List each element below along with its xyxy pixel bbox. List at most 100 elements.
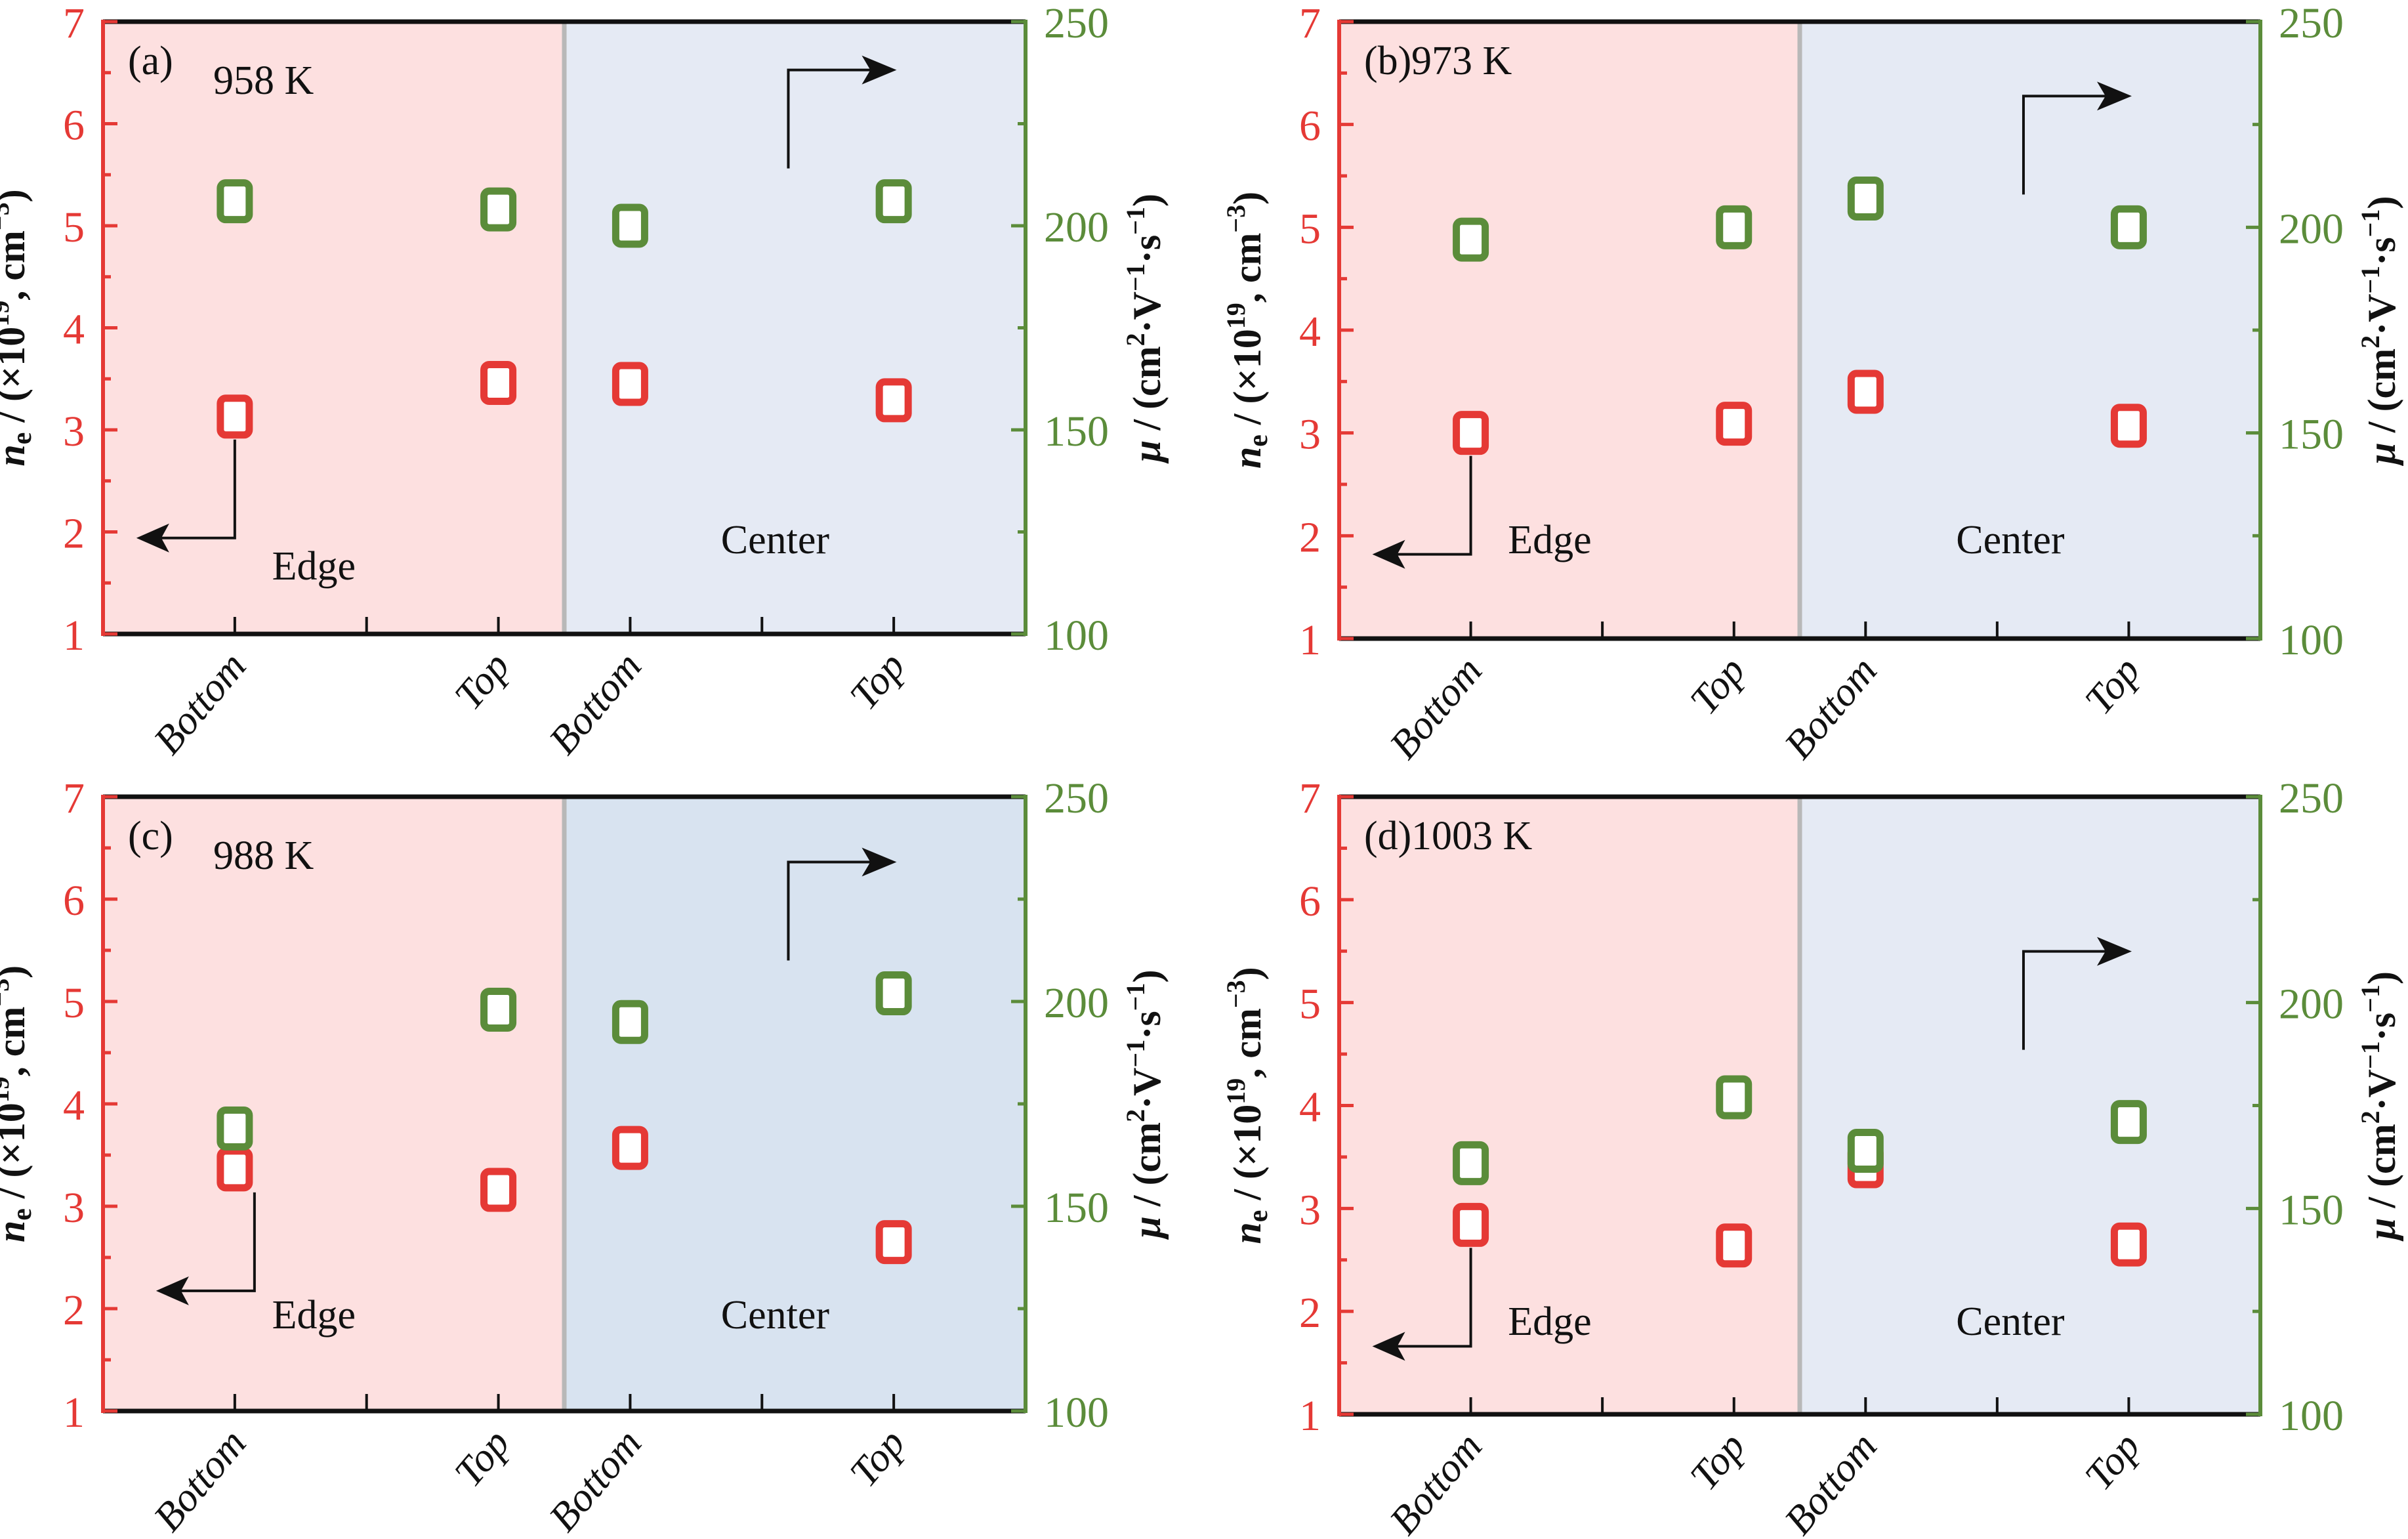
left-tick-label: 4 [1299,308,1321,356]
right-arrow-connector [787,860,874,961]
ne-marker [217,394,253,439]
mu-marker [1847,176,1884,221]
temperature-label: 973 K [1411,39,1512,83]
right-tick-label: 100 [2279,1392,2344,1440]
right-tick-label: 100 [1044,1389,1109,1437]
left-arrow-connector [1392,1248,1472,1348]
x-tick-label: Top [2077,1424,2149,1498]
right-tick-label: 150 [2279,411,2344,459]
panel-tag: (b) [1364,39,1411,83]
temperature-label: 988 K [213,833,314,878]
ne-marker [1847,369,1884,414]
panel-tag: (c) [128,814,173,858]
mu-marker [1453,1141,1489,1185]
mu-marker [1716,1075,1753,1120]
mu-marker [2110,205,2147,249]
x-tick-label: Bottom [1381,648,1491,767]
right-tick-label: 150 [1044,408,1109,455]
region-label-edge: Edge [1508,518,1591,562]
x-tick-label: Top [1682,1424,1754,1498]
x-tick-label: Bottom [541,1421,650,1539]
right-tick-label: 250 [2279,0,2344,47]
x-tick-label: Bottom [145,644,255,763]
left-arrow-icon [1372,539,1405,569]
right-tick-label: 250 [1044,0,1109,47]
left-tick-label: 5 [1299,205,1321,253]
right-axis-title: μ / (cm2·V−1·s−1) [1121,194,1169,464]
left-tick-label: 3 [63,408,85,455]
left-arrow-connector [156,439,236,539]
x-tick-label: Bottom [145,1421,255,1539]
left-tick-label: 1 [63,1389,85,1437]
left-tick-label: 3 [63,1184,85,1232]
left-tick-label: 3 [1299,411,1321,459]
ne-marker [2110,404,2147,448]
mu-marker [480,987,517,1032]
left-tick-label: 4 [63,306,85,354]
left-tick-label: 7 [1299,774,1321,822]
right-arrow-icon [2096,81,2132,111]
mu-marker [217,179,253,224]
left-tick-label: 6 [63,877,85,925]
left-tick-label: 1 [63,612,85,660]
left-axis-title: ne / (×1019, cm−3) [0,189,37,466]
x-tick-label: Top [446,644,518,718]
left-tick-label: 5 [63,979,85,1027]
right-tick-label: 200 [2279,205,2344,253]
mu-marker [2110,1100,2147,1145]
right-axis-title: μ / (cm2·V−1·s−1) [2356,971,2403,1242]
x-tick-label: Bottom [1776,648,1886,767]
panel-a: 1 2 3 4 5 6 7 100 150 200 250 Bottom Top Bottom Top (a)… [0,0,1169,763]
left-tick-label: 2 [1299,513,1321,561]
mu-marker [875,179,912,224]
region-bg-center [1800,797,2260,1414]
region-bg-center [1800,22,2260,639]
right-tick-label: 100 [1044,612,1109,660]
mu-marker [480,187,517,232]
right-tick-label: 250 [2279,774,2344,822]
right-tick-label: 200 [2279,980,2344,1028]
ne-marker [2110,1222,2147,1267]
ne-marker [1716,1223,1753,1268]
left-tick-label: 4 [63,1082,85,1129]
panel-c: 1 2 3 4 5 6 7 100 150 200 250 Bottom Top Bottom Top (c)… [0,774,1169,1539]
panel-tag: (a) [128,39,173,83]
right-tick-label: 150 [2279,1186,2344,1234]
right-arrow-icon [861,847,897,877]
region-bg-edge [1339,22,1800,639]
right-axis-title: μ / (cm2·V−1·s−1) [2356,196,2403,467]
region-label-edge: Edge [272,544,356,589]
ne-marker [875,1220,912,1265]
region-label-center: Center [721,1293,830,1338]
ne-marker [612,1126,648,1170]
left-arrow-icon [136,523,169,553]
panel-d: 1 2 3 4 5 6 7 100 150 200 250 Bottom Top Bottom Top (d)… [1221,774,2403,1539]
region-bg-edge [103,22,564,634]
region-bg-center [564,22,1026,634]
mu-marker [217,1106,253,1150]
right-tick-label: 250 [1044,774,1109,822]
left-tick-label: 7 [1299,0,1321,47]
right-axis-title: μ / (cm2·V−1·s−1) [1121,970,1169,1240]
right-arrow-connector [2022,950,2109,1050]
left-tick-label: 1 [1299,616,1321,664]
x-tick-label: Top [1682,648,1754,723]
left-arrow-connector [1392,455,1472,556]
x-tick-label: Bottom [541,644,650,763]
ne-marker [1716,402,1753,446]
left-tick-label: 3 [1299,1186,1321,1234]
ne-marker [875,378,912,423]
mu-marker [1716,205,1753,249]
left-tick-label: 6 [63,102,85,150]
temperature-label: 1003 K [1411,814,1533,858]
left-tick-label: 5 [63,203,85,251]
x-tick-label: Top [2077,648,2149,723]
left-tick-label: 7 [63,774,85,822]
ne-marker [480,1168,517,1212]
panel-tag: (d) [1364,814,1411,858]
left-tick-label: 7 [63,0,85,47]
region-label-center: Center [1956,1299,2065,1344]
left-tick-label: 6 [1299,102,1321,150]
left-tick-label: 2 [63,1286,85,1334]
